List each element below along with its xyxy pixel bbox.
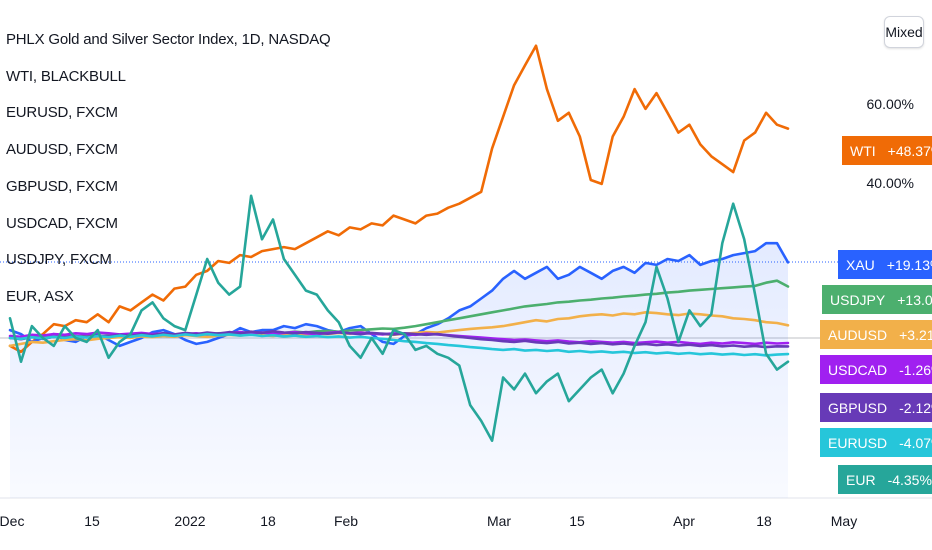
legend-item-audusd[interactable]: AUDUSD, FXCM: [6, 141, 118, 159]
legend-item-wti[interactable]: WTI, BLACKBULL: [6, 67, 126, 85]
badge-gbpusd: GBPUSD -2.12%: [820, 393, 932, 422]
badge-value: -4.35%: [887, 471, 932, 488]
badge-value: -4.07%: [899, 434, 932, 451]
x-tick-label: Mar: [486, 513, 512, 529]
y-tick-label: 40.00%: [866, 175, 914, 191]
badge-name: WTI: [850, 142, 876, 159]
x-tick-label: 18: [756, 513, 772, 529]
badge-value: +3.21%: [899, 326, 932, 343]
x-tick-label: 18: [260, 513, 276, 529]
badge-value: +48.37%: [887, 142, 932, 159]
legend-item-usdcad[interactable]: USDCAD, FXCM: [6, 214, 118, 232]
badge-value: -1.26%: [899, 361, 932, 378]
badge-name: AUDUSD: [828, 326, 888, 343]
badge-name: EURUSD: [828, 434, 888, 451]
badge-name: USDJPY: [830, 291, 886, 308]
legend-item-eurusd[interactable]: EURUSD, FXCM: [6, 104, 118, 122]
legend: PHLX Gold and Silver Sector Index, 1D, N…: [6, 22, 331, 316]
badge-eurusd: EURUSD -4.07%: [820, 428, 932, 457]
badge-name: GBPUSD: [828, 399, 888, 416]
badge-xau: XAU +19.13%: [838, 250, 932, 279]
x-tick-label: Dec: [0, 513, 25, 529]
scale-mode-button[interactable]: Mixed: [884, 16, 924, 48]
x-tick-label: Feb: [333, 513, 359, 529]
x-tick-label: 15: [84, 513, 100, 529]
badge-wti: WTI +48.37%: [842, 136, 932, 165]
badge-value: +13.03%: [897, 291, 932, 308]
series-line-wti: [8, 44, 790, 354]
series-line-eur: [8, 194, 790, 442]
badge-usdcad: USDCAD -1.26%: [820, 355, 932, 384]
legend-item-gbpusd[interactable]: GBPUSD, FXCM: [6, 177, 118, 195]
badge-value: -2.12%: [899, 399, 932, 416]
x-tick-label: May: [830, 513, 858, 529]
x-tick-label: Apr: [673, 513, 695, 529]
badge-value: +19.13%: [886, 256, 932, 273]
legend-item-eur[interactable]: EUR, ASX: [6, 287, 74, 305]
badge-name: EUR: [846, 471, 876, 488]
x-tick-label: 15: [569, 513, 585, 529]
x-tick-label: 2022: [174, 513, 206, 529]
y-tick-label: 60.00%: [866, 96, 914, 112]
series-area-xau: [10, 243, 788, 498]
badge-eur: EUR -4.35%: [838, 465, 932, 494]
legend-item-usdjpy[interactable]: USDJPY, FXCM: [6, 251, 112, 269]
badge-name: XAU: [846, 256, 875, 273]
badge-usdjpy: USDJPY +13.03%: [822, 285, 932, 314]
badge-audusd: AUDUSD +3.21%: [820, 320, 932, 349]
badge-name: USDCAD: [828, 361, 888, 378]
series-line-eurusd: [8, 332, 790, 357]
legend-item-xau[interactable]: PHLX Gold and Silver Sector Index, 1D, N…: [6, 31, 331, 48]
